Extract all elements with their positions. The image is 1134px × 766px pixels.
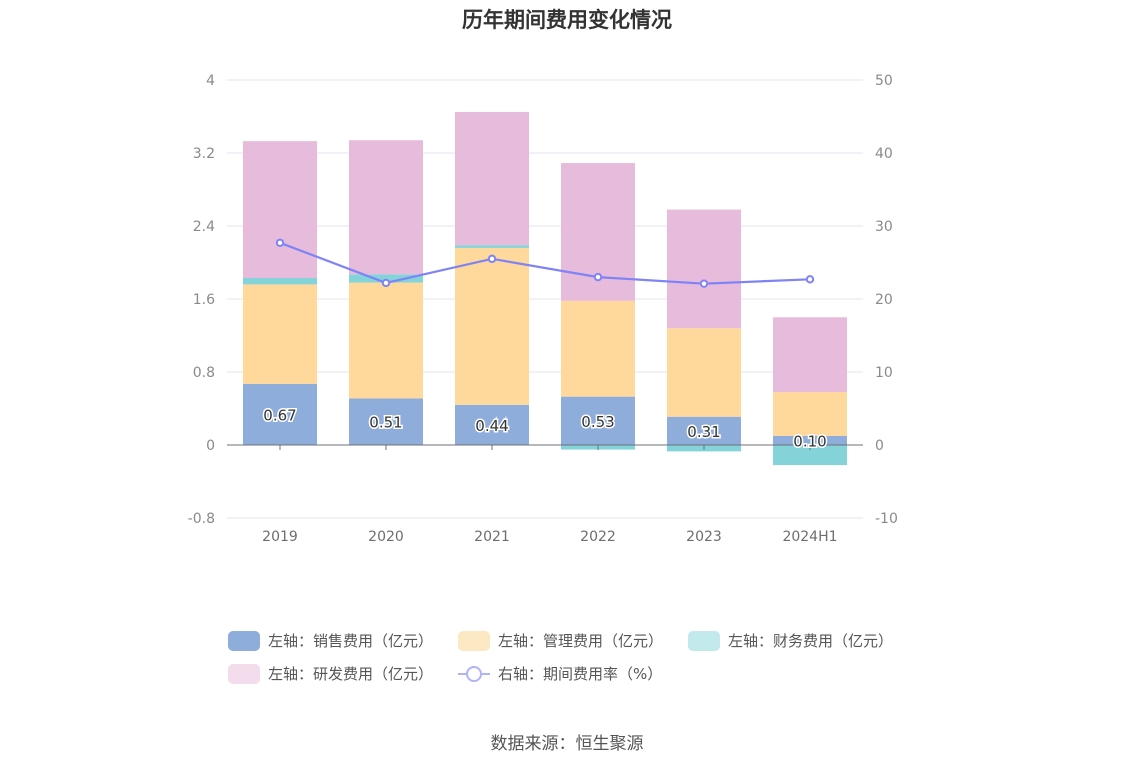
rate-point [275, 238, 285, 247]
category-label: 2023 [686, 529, 722, 545]
data-label-sales: 0.44 [475, 417, 508, 435]
right-axis-tick-label: 30 [875, 219, 893, 235]
bar-3-2019 [243, 141, 317, 279]
legend-label-rate: 右轴：期间费用率（%） [498, 665, 663, 683]
legend-line-icon [458, 664, 490, 684]
bar-1-2019 [243, 284, 317, 384]
bar-0-2022 [561, 396, 635, 445]
legend-label-finance: 左轴：财务费用（亿元） [728, 632, 894, 650]
legend-item-finance[interactable]: 左轴：财务费用（亿元） [688, 630, 893, 651]
legend-label-admin: 左轴：管理费用（亿元） [498, 632, 664, 650]
bar-2-2024H1 [773, 445, 847, 466]
bar-0-2023 [667, 416, 741, 445]
left-axis-tick-label: 3.2 [193, 146, 215, 162]
bar-1-2022 [561, 300, 635, 397]
bar-0-2024H1 [773, 435, 847, 445]
category-label: 2022 [580, 529, 616, 545]
right-axis-tick-label: -10 [875, 511, 898, 527]
right-axis-tick-label: 0 [875, 438, 884, 454]
legend-swatch-admin [458, 630, 490, 651]
right-axis-tick-label: 10 [875, 365, 893, 381]
rate-point [381, 278, 391, 288]
right-axis-tick-label: 40 [875, 146, 893, 162]
left-axis-tick-label: 4 [206, 73, 215, 89]
left-axis-tick-label: 0.8 [193, 365, 215, 381]
left-axis-tick-label: -0.8 [188, 511, 215, 527]
category-label: 2021 [474, 529, 510, 545]
left-axis-tick-label: 2.4 [193, 219, 215, 235]
bar-1-2024H1 [773, 392, 847, 436]
bar-3-2021 [455, 111, 529, 246]
category-label: 2020 [368, 529, 404, 545]
legend-item-sales[interactable]: 左轴：销售费用（亿元） [228, 630, 433, 651]
rate-line [279, 241, 811, 285]
bar-2-2019 [243, 278, 317, 285]
bar-0-2019 [243, 383, 317, 445]
data-label-sales: 0.51 [369, 414, 402, 432]
legend-item-rnd[interactable]: 左轴：研发费用（亿元） [228, 663, 433, 684]
legend-item-admin[interactable]: 左轴：管理费用（亿元） [458, 630, 663, 651]
bar-1-2021 [455, 247, 529, 405]
bar-3-2023 [667, 209, 741, 329]
rate-point [699, 279, 709, 288]
legend-label-sales: 左轴：销售费用（亿元） [268, 632, 434, 650]
data-label-sales: 0.31 [687, 423, 720, 441]
left-axis-tick-label: 0 [206, 438, 215, 454]
bar-1-2020 [349, 282, 423, 399]
category-label: 2019 [262, 529, 298, 545]
rate-point [805, 275, 815, 284]
legend-label-rnd: 左轴：研发费用（亿元） [268, 665, 434, 683]
bar-3-2020 [349, 140, 423, 275]
legend-item-rate[interactable]: 右轴：期间费用率（%） [458, 663, 662, 684]
category-label: 2024H1 [782, 529, 837, 545]
legend-swatch-finance [688, 630, 720, 651]
bar-3-2024H1 [773, 317, 847, 393]
chart-title: 历年期间费用变化情况 [462, 8, 672, 32]
bar-2-2021 [455, 245, 529, 248]
rate-point [487, 254, 497, 264]
data-label-sales: 0.53 [581, 413, 614, 431]
right-axis-tick-label: 50 [875, 73, 893, 89]
bar-2-2020 [349, 274, 423, 283]
data-source: 数据来源：恒生聚源 [490, 734, 644, 754]
left-axis-tick-label: 1.6 [193, 292, 215, 308]
bar-0-2020 [349, 398, 423, 445]
data-label-sales: 0.67 [263, 406, 296, 424]
bar-1-2023 [667, 328, 741, 417]
rate-point [593, 272, 603, 282]
legend-swatch-sales [228, 630, 260, 651]
bar-0-2021 [455, 404, 529, 445]
right-axis-tick-label: 20 [875, 292, 893, 308]
data-label-sales: 0.10 [793, 432, 826, 450]
legend-swatch-rnd [228, 663, 260, 684]
